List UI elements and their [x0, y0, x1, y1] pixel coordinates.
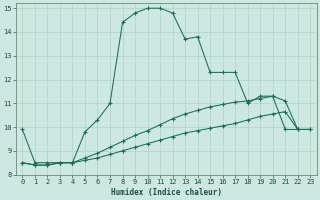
X-axis label: Humidex (Indice chaleur): Humidex (Indice chaleur) [111, 188, 222, 197]
